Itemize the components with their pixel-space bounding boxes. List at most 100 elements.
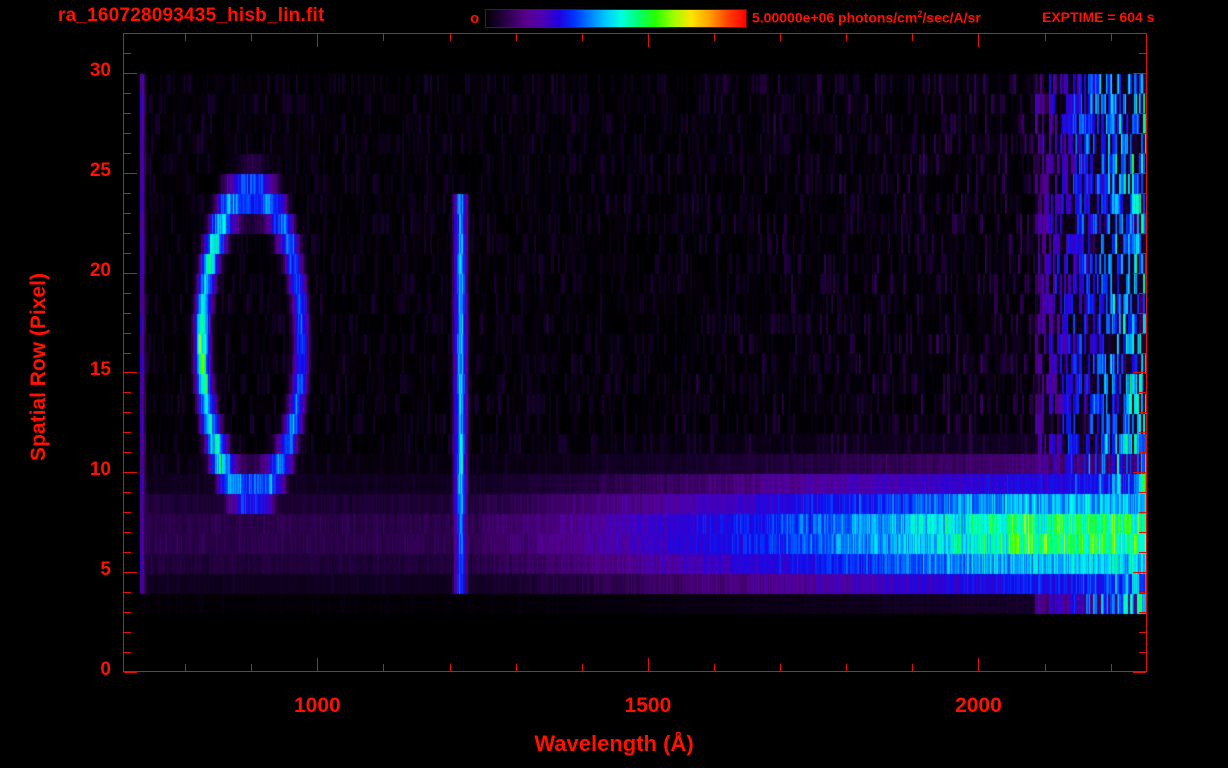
tick-mark xyxy=(124,253,131,254)
y-tick-label: 5 xyxy=(100,559,111,581)
x-tick-label: 2000 xyxy=(955,694,1002,717)
tick-mark xyxy=(124,153,131,154)
tick-mark xyxy=(648,658,649,671)
tick-mark xyxy=(1139,333,1146,334)
tick-mark xyxy=(1139,213,1146,214)
tick-mark xyxy=(978,34,979,47)
tick-mark xyxy=(124,53,131,54)
tick-mark xyxy=(1139,113,1146,114)
tick-mark xyxy=(124,353,131,354)
tick-mark xyxy=(124,313,131,314)
tick-mark xyxy=(383,664,384,671)
tick-mark xyxy=(1139,93,1146,94)
tick-mark xyxy=(1139,432,1146,433)
tick-mark xyxy=(450,34,451,41)
tick-mark xyxy=(124,572,137,573)
tick-mark xyxy=(1133,73,1146,74)
tick-mark xyxy=(1139,293,1146,294)
y-tick-label: 25 xyxy=(89,159,111,181)
tick-mark xyxy=(124,372,137,373)
tick-mark xyxy=(124,273,137,274)
tick-mark xyxy=(1139,33,1146,34)
tick-mark xyxy=(124,552,131,553)
y-tick-label: 30 xyxy=(89,59,111,81)
tick-mark xyxy=(1139,452,1146,453)
tick-mark xyxy=(1133,273,1146,274)
y-tick-label: 20 xyxy=(89,259,111,281)
colorbar-max-exponent: 2 xyxy=(917,9,923,19)
colorbar-max-text: 5.00000e+06 photons/cm xyxy=(752,9,918,26)
tick-mark xyxy=(1133,472,1146,473)
tick-mark xyxy=(317,34,318,47)
tick-mark xyxy=(124,472,137,473)
colorbar-max-tail: /sec/A/sr xyxy=(922,9,981,26)
x-axis-title: Wavelength (Å) xyxy=(534,731,694,756)
tick-mark xyxy=(1139,153,1146,154)
y-axis-title: Spatial Row (Pixel) xyxy=(27,273,50,461)
tick-mark xyxy=(1139,253,1146,254)
tick-mark xyxy=(124,612,131,613)
tick-mark xyxy=(124,333,131,334)
tick-mark xyxy=(124,213,131,214)
tick-mark xyxy=(124,532,131,533)
tick-mark xyxy=(780,34,781,41)
plot-frame xyxy=(123,33,1147,672)
tick-mark xyxy=(582,34,583,41)
y-tick-label: 15 xyxy=(89,359,111,381)
tick-mark xyxy=(1133,372,1146,373)
tick-mark xyxy=(124,93,131,94)
tick-mark xyxy=(124,672,137,673)
tick-mark xyxy=(1139,552,1146,553)
tick-mark xyxy=(124,193,131,194)
tick-mark xyxy=(124,113,131,114)
tick-mark xyxy=(124,173,137,174)
tick-mark xyxy=(124,492,131,493)
tick-mark xyxy=(185,34,186,41)
tick-mark xyxy=(1111,664,1112,671)
colorbar-min-label: o xyxy=(470,10,480,27)
tick-mark xyxy=(317,658,318,671)
tick-mark xyxy=(714,664,715,671)
tick-mark xyxy=(124,592,131,593)
tick-mark xyxy=(1139,532,1146,533)
y-tick-label: 0 xyxy=(100,659,111,680)
tick-mark xyxy=(124,33,131,34)
tick-mark xyxy=(1045,34,1046,41)
tick-mark xyxy=(516,664,517,671)
tick-mark xyxy=(714,34,715,41)
exptime-label: EXPTIME = 604 s xyxy=(1042,9,1155,25)
tick-mark xyxy=(124,392,131,393)
tick-mark xyxy=(912,34,913,41)
tick-mark xyxy=(1139,392,1146,393)
tick-mark xyxy=(450,664,451,671)
tick-mark xyxy=(1133,572,1146,573)
tick-mark xyxy=(251,34,252,41)
tick-mark xyxy=(780,664,781,671)
tick-mark xyxy=(124,452,131,453)
tick-mark xyxy=(1139,53,1146,54)
tick-mark xyxy=(124,652,131,653)
tick-mark xyxy=(1139,592,1146,593)
file-title: ra_160728093435_hisb_lin.fit xyxy=(58,5,325,26)
tick-mark xyxy=(1139,133,1146,134)
tick-mark xyxy=(516,34,517,41)
tick-mark xyxy=(185,664,186,671)
tick-mark xyxy=(1133,173,1146,174)
tick-mark xyxy=(251,664,252,671)
colorbar-max-label: 5.00000e+06 photons/cm2/sec/A/sr xyxy=(752,9,981,26)
tick-mark xyxy=(124,512,131,513)
tick-mark xyxy=(124,632,131,633)
tick-mark xyxy=(846,34,847,41)
tick-mark xyxy=(1045,664,1046,671)
tick-mark xyxy=(1139,512,1146,513)
tick-mark xyxy=(648,34,649,47)
tick-mark xyxy=(1139,612,1146,613)
tick-mark xyxy=(912,664,913,671)
heatmap-canvas xyxy=(124,34,1146,671)
tick-mark xyxy=(1139,193,1146,194)
tick-mark xyxy=(124,133,131,134)
tick-mark xyxy=(1139,313,1146,314)
tick-mark xyxy=(124,233,131,234)
colorbar xyxy=(485,9,747,28)
